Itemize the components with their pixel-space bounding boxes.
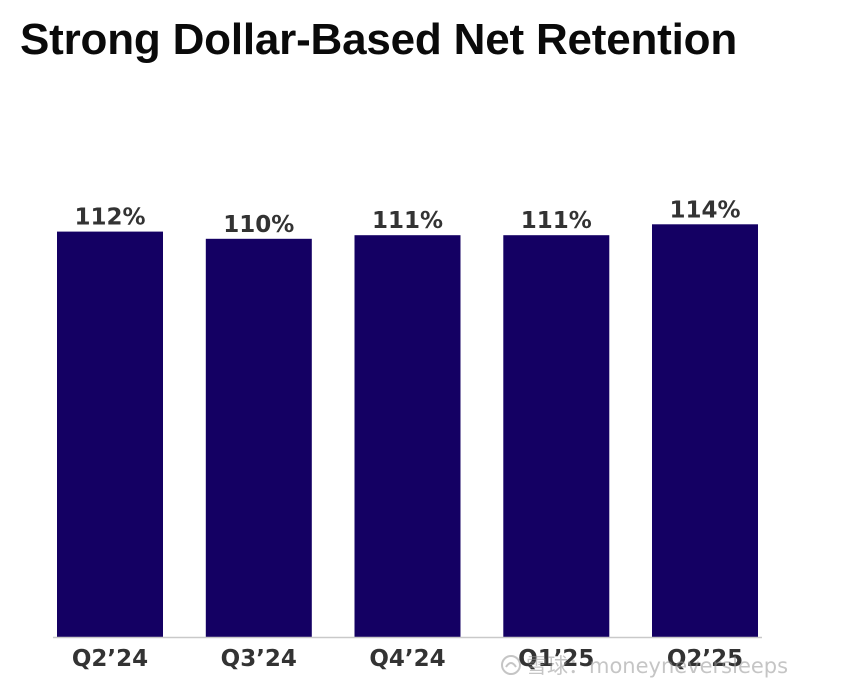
value-labels-group: 112% 110% 111% 111% 114% xyxy=(74,197,740,238)
value-label-3: 111% xyxy=(521,208,592,234)
bars-group xyxy=(57,224,758,638)
bar-4 xyxy=(652,224,758,638)
bar-2 xyxy=(354,235,461,637)
category-label-2: Q4’24 xyxy=(369,646,445,672)
page-title: Strong Dollar-Based Net Retention xyxy=(20,15,738,64)
snowball-logo-icon xyxy=(501,655,521,675)
bar-1 xyxy=(205,238,312,638)
category-label-0: Q2’24 xyxy=(72,646,148,672)
watermark-text: 雪球：moneyneversleeps xyxy=(526,654,789,678)
value-label-0: 112% xyxy=(74,205,145,231)
category-label-4: Q2’25 xyxy=(667,646,743,672)
value-label-4: 114% xyxy=(669,197,740,223)
category-label-1: Q3’24 xyxy=(221,646,297,672)
category-labels-group: Q2’24 Q3’24 Q4’24 Q1’25 Q2’25 xyxy=(72,646,743,672)
bar-3 xyxy=(503,235,610,637)
value-label-2: 111% xyxy=(372,208,443,234)
value-label-1: 110% xyxy=(223,212,294,238)
watermark: 雪球：moneyneversleeps xyxy=(500,650,788,680)
category-label-3: Q1’25 xyxy=(518,646,594,672)
bar-0 xyxy=(57,231,163,637)
